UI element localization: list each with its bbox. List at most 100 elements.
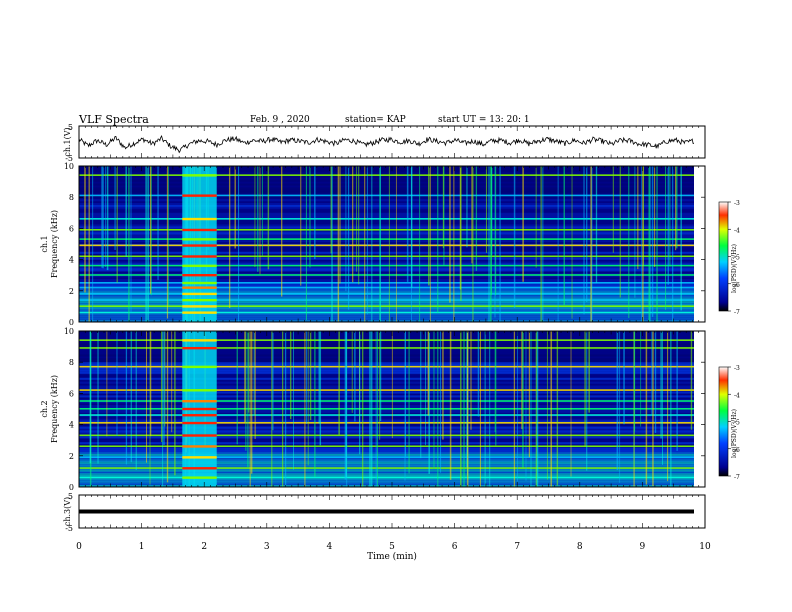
sferic-streak bbox=[517, 331, 518, 482]
series-line bbox=[78, 134, 695, 154]
sferic-streak bbox=[633, 331, 635, 468]
y-axis-label: ch.1 bbox=[40, 235, 49, 252]
spectral-band bbox=[79, 194, 694, 197]
spectral-band bbox=[79, 305, 694, 307]
y-tick-label: 0 bbox=[69, 483, 74, 492]
y-axis-label: Frequency (kHz) bbox=[50, 210, 59, 278]
sferic-streak bbox=[391, 331, 393, 439]
sferic-streak bbox=[228, 166, 231, 309]
sferic-streak bbox=[433, 331, 435, 469]
colorbar-tick-label: -5 bbox=[734, 420, 740, 427]
spectrogram-row bbox=[79, 331, 694, 334]
sferic-streak bbox=[557, 166, 559, 322]
sferic-streak bbox=[330, 166, 332, 254]
sferic-streak bbox=[97, 331, 99, 464]
spectrogram-row bbox=[79, 187, 694, 190]
sferic-streak bbox=[656, 166, 658, 322]
y-tick-label: 10 bbox=[64, 162, 74, 171]
y-tick-label: 4 bbox=[69, 256, 74, 265]
sferic-streak bbox=[665, 166, 667, 310]
spectrogram-row bbox=[79, 222, 694, 225]
spectral-band bbox=[79, 445, 694, 448]
spectral-band bbox=[79, 408, 694, 410]
sferic-streak bbox=[680, 166, 682, 311]
sferic-streak bbox=[337, 166, 340, 322]
sferic-streak bbox=[420, 331, 422, 459]
spectrogram-row bbox=[79, 312, 694, 315]
spectrogram-row bbox=[79, 251, 694, 255]
spectrogram-row bbox=[79, 350, 694, 353]
spectrogram-row bbox=[79, 314, 694, 317]
y-axis-label: ch.3(V) bbox=[63, 497, 72, 526]
sferic-streak bbox=[652, 331, 654, 487]
spectrogram-row bbox=[79, 279, 694, 282]
sferic-streak bbox=[116, 166, 118, 283]
spectral-band bbox=[79, 400, 694, 402]
sferic-streak bbox=[261, 166, 263, 256]
spectrogram-row bbox=[79, 403, 694, 406]
sferic-streak bbox=[236, 331, 238, 445]
sferic-streak bbox=[106, 331, 108, 437]
spectrogram-image bbox=[79, 331, 694, 487]
sferic-streak bbox=[338, 331, 340, 435]
spectrogram-row bbox=[79, 471, 694, 474]
spectrogram-row bbox=[79, 212, 694, 216]
sferic-streak bbox=[358, 166, 360, 285]
sferic-streak bbox=[352, 166, 354, 283]
spectral-band bbox=[79, 292, 694, 295]
spectrogram-row bbox=[79, 475, 694, 478]
spectrogram-row bbox=[79, 385, 694, 388]
sferic-streak bbox=[149, 331, 151, 485]
spectrogram-row bbox=[79, 320, 694, 322]
sferic-streak bbox=[453, 166, 455, 322]
sferic-streak bbox=[379, 331, 381, 440]
spectral-band bbox=[79, 244, 694, 247]
sferic-streak bbox=[495, 331, 497, 446]
sferic-streak bbox=[281, 331, 284, 487]
spectrogram-row bbox=[79, 193, 694, 196]
spectral-band bbox=[79, 174, 694, 176]
spectrogram-row bbox=[79, 395, 694, 398]
sferic-streak bbox=[89, 331, 92, 464]
station-label: station= KAP bbox=[345, 115, 406, 125]
sferic-streak bbox=[649, 166, 651, 322]
sferic-streak bbox=[466, 331, 469, 487]
sferic-streak bbox=[535, 331, 538, 487]
sferic-streak bbox=[479, 331, 481, 487]
x-tick-label: 3 bbox=[264, 542, 270, 552]
spectrogram-row bbox=[79, 175, 694, 178]
y-tick-label: -5 bbox=[65, 154, 73, 163]
sferic-streak bbox=[595, 166, 598, 283]
x-tick-label: 2 bbox=[201, 542, 207, 552]
spectrogram-row bbox=[79, 410, 694, 414]
sferic-streak bbox=[429, 166, 431, 322]
spectrogram-row bbox=[79, 216, 694, 219]
sferic-streak bbox=[660, 331, 662, 439]
y-tick-label: 5 bbox=[68, 492, 73, 501]
sferic-streak bbox=[641, 166, 643, 322]
sferic-streak bbox=[449, 166, 451, 303]
sferic-streak bbox=[477, 331, 480, 417]
colorbar bbox=[718, 366, 729, 477]
sferic-streak bbox=[157, 166, 159, 280]
x-tick-label: 5 bbox=[389, 542, 395, 552]
sferic-streak bbox=[530, 331, 532, 487]
spectrogram-row bbox=[79, 208, 694, 212]
spectral-band bbox=[79, 476, 694, 479]
spectrogram-row bbox=[79, 336, 694, 340]
burst-band bbox=[182, 292, 217, 296]
burst-band bbox=[182, 305, 217, 308]
spectrogram-row bbox=[79, 300, 694, 303]
sferic-streak bbox=[489, 331, 491, 487]
spectrogram-row bbox=[79, 191, 694, 194]
spectrogram-row bbox=[79, 356, 694, 359]
burst-band bbox=[182, 389, 217, 392]
spectrogram-row bbox=[79, 166, 694, 169]
spectrogram-row bbox=[79, 210, 694, 214]
sferic-streak bbox=[667, 331, 669, 482]
sferic-streak bbox=[675, 166, 678, 249]
sferic-streak bbox=[419, 166, 421, 322]
sferic-streak bbox=[84, 166, 86, 293]
spectrogram-row bbox=[79, 438, 694, 441]
spectrogram-row bbox=[79, 203, 694, 206]
